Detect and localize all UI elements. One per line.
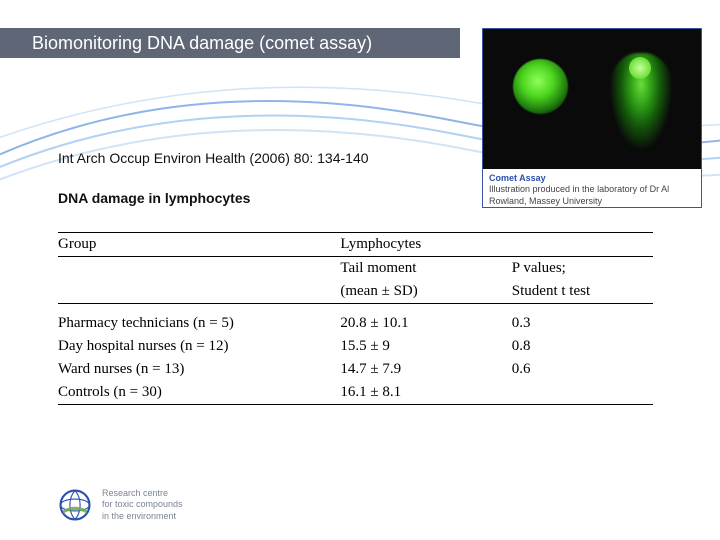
lymphocytes-table: Group Lymphocytes Tail moment P values; … <box>58 232 653 405</box>
subhead-text: DNA damage in lymphocytes <box>58 190 250 206</box>
cell-group: Pharmacy technicians (n = 5) <box>58 312 340 335</box>
cell-group: Controls (n = 30) <box>58 381 340 405</box>
table-row: Ward nurses (n = 13) 14.7 ± 7.9 0.6 <box>58 358 653 381</box>
cell-tail: 15.5 ± 9 <box>340 335 511 358</box>
title-bar: Biomonitoring DNA damage (comet assay) <box>0 28 460 58</box>
cell-pval <box>512 381 653 405</box>
slide-title: Biomonitoring DNA damage (comet assay) <box>32 33 372 54</box>
th-pval-sub: Student t test <box>512 280 653 304</box>
footer-text: Research centre for toxic compounds in t… <box>102 488 183 522</box>
table-header-row-2: Tail moment P values; <box>58 257 653 281</box>
table-header-row-1: Group Lymphocytes <box>58 233 653 257</box>
footer-line-2: for toxic compounds <box>102 499 183 510</box>
footer: Research centre for toxic compounds in t… <box>58 488 183 522</box>
comet-caption-title: Comet Assay <box>489 173 695 184</box>
footer-line-3: in the environment <box>102 511 183 522</box>
cell-group: Day hospital nurses (n = 12) <box>58 335 340 358</box>
cell-pval: 0.6 <box>512 358 653 381</box>
table-header-row-3: (mean ± SD) Student t test <box>58 280 653 304</box>
cell-tail: 16.1 ± 8.1 <box>340 381 511 405</box>
th-group: Group <box>58 233 340 257</box>
table-row: Pharmacy technicians (n = 5) 20.8 ± 10.1… <box>58 312 653 335</box>
comet-caption: Comet Assay Illustration produced in the… <box>483 169 701 207</box>
comet-intact-cell <box>513 59 568 114</box>
cell-tail: 20.8 ± 10.1 <box>340 312 511 335</box>
citation-text: Int Arch Occup Environ Health (2006) 80:… <box>58 150 369 166</box>
cell-tail: 14.7 ± 7.9 <box>340 358 511 381</box>
th-tail-moment: Tail moment <box>340 257 511 281</box>
th-blank <box>512 233 653 257</box>
th-lymphocytes: Lymphocytes <box>340 233 511 257</box>
th-tail-moment-sub: (mean ± SD) <box>340 280 511 304</box>
cell-pval: 0.8 <box>512 335 653 358</box>
cell-pval: 0.3 <box>512 312 653 335</box>
footer-logo-icon <box>58 488 92 522</box>
table-row: Controls (n = 30) 16.1 ± 8.1 <box>58 381 653 405</box>
table-row: Day hospital nurses (n = 12) 15.5 ± 9 0.… <box>58 335 653 358</box>
cell-group: Ward nurses (n = 13) <box>58 358 340 381</box>
footer-line-1: Research centre <box>102 488 183 499</box>
th-pval: P values; <box>512 257 653 281</box>
comet-caption-body: Illustration produced in the laboratory … <box>489 184 695 207</box>
comet-damaged-cell-head <box>629 57 651 79</box>
comet-assay-image <box>483 29 701 169</box>
comet-assay-figure: Comet Assay Illustration produced in the… <box>482 28 702 208</box>
